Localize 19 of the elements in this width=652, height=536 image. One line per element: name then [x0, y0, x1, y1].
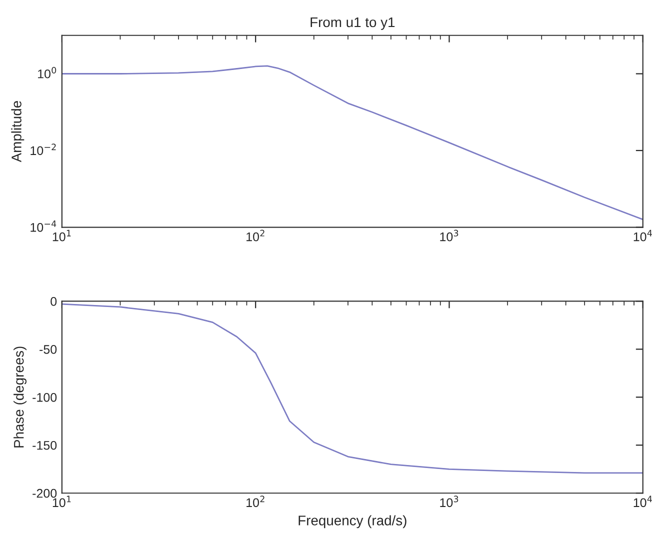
y-tick-label: 10$^{−4}$	[30, 220, 56, 232]
x-tick-label: 10$^{4}$	[634, 496, 652, 508]
y-tick-label: -50	[40, 345, 57, 354]
y-tick-label: -100	[32, 392, 57, 402]
x-tick-label: 10$^{2}$	[246, 496, 264, 508]
chart-title: From u1 to y1	[310, 17, 395, 30]
x-tick-label: 10$^{3}$	[440, 230, 458, 242]
x-tick-label: 10$^{3}$	[440, 496, 458, 508]
y-axis-title: Phase (degrees)	[14, 346, 27, 448]
y-tick-label: 10$^{−2}$	[30, 144, 56, 156]
y-axis-title: Amplitude	[11, 101, 24, 162]
x-tick-label: 10$^{1}$	[52, 230, 71, 242]
y-tick-label: -200	[32, 488, 57, 498]
x-tick-label: 10$^{4}$	[634, 230, 652, 242]
x-tick-label: 10$^{2}$	[246, 230, 264, 242]
y-tick-label: -150	[32, 440, 57, 450]
x-axis-title: Frequency (rad/s)	[298, 515, 406, 528]
y-tick-label: 0	[50, 297, 57, 306]
y-tick-label: 10$^{0}$	[38, 66, 56, 78]
